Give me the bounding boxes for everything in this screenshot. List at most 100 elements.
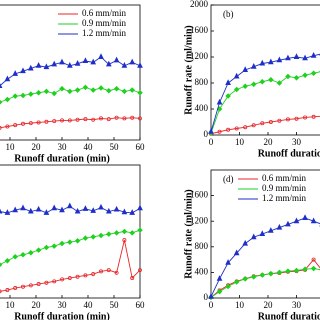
data-point bbox=[75, 274, 80, 279]
data-point bbox=[75, 117, 80, 122]
data-point bbox=[82, 57, 89, 64]
data-point bbox=[276, 269, 283, 276]
data-point bbox=[113, 85, 120, 92]
x-tick-label: 40 bbox=[84, 300, 94, 310]
data-point bbox=[0, 289, 2, 294]
data-point bbox=[121, 228, 128, 235]
data-point bbox=[28, 91, 34, 97]
data-point bbox=[293, 75, 300, 81]
legend-label: 0.9 mm/min bbox=[82, 18, 127, 28]
data-point bbox=[12, 206, 19, 213]
y-tick-label: 1200 bbox=[190, 215, 209, 225]
x-tick-label: 30 bbox=[292, 300, 302, 310]
x-tick-label: 10 bbox=[6, 300, 16, 310]
data-point bbox=[4, 96, 11, 103]
data-point bbox=[51, 90, 57, 97]
y-tick-label: 1200 bbox=[190, 51, 209, 61]
data-point bbox=[59, 58, 65, 65]
data-point bbox=[303, 115, 308, 120]
data-point bbox=[114, 115, 119, 120]
data-point bbox=[268, 270, 274, 277]
data-point bbox=[90, 87, 96, 93]
x-tick-label: 30 bbox=[58, 300, 68, 310]
data-point bbox=[35, 205, 42, 212]
data-point bbox=[51, 243, 57, 249]
data-point bbox=[12, 254, 18, 260]
data-point bbox=[293, 53, 300, 59]
data-point bbox=[268, 76, 274, 83]
data-point bbox=[285, 220, 291, 227]
data-point bbox=[28, 283, 33, 288]
series-line bbox=[210, 258, 320, 298]
x-tick-label: 60 bbox=[136, 300, 146, 310]
data-point bbox=[106, 231, 112, 237]
x-tick-label: 50 bbox=[110, 300, 120, 310]
data-point bbox=[35, 62, 42, 68]
data-point bbox=[91, 272, 96, 276]
data-point bbox=[28, 250, 34, 256]
data-point bbox=[51, 60, 58, 67]
data-point bbox=[302, 72, 308, 78]
data-point bbox=[12, 93, 18, 99]
y-tick-label: 0 bbox=[204, 129, 209, 139]
y-tick-label: 2000 bbox=[190, 0, 209, 9]
data-point bbox=[216, 288, 223, 295]
data-point bbox=[82, 235, 89, 241]
series-line bbox=[210, 71, 320, 134]
data-point bbox=[285, 268, 291, 274]
data-point bbox=[268, 227, 274, 233]
data-point bbox=[66, 202, 73, 209]
data-point bbox=[4, 209, 11, 215]
series-line bbox=[210, 53, 320, 132]
data-point bbox=[129, 230, 135, 236]
data-point bbox=[4, 75, 11, 82]
data-point bbox=[13, 123, 18, 128]
y-axis-label: Runoff rate (ml/min) bbox=[183, 25, 194, 114]
data-point bbox=[208, 293, 214, 299]
data-point bbox=[20, 204, 26, 211]
data-point bbox=[5, 288, 10, 292]
data-point bbox=[5, 124, 10, 129]
data-point bbox=[99, 269, 104, 274]
data-point bbox=[277, 118, 282, 123]
data-point bbox=[43, 244, 50, 251]
data-point bbox=[251, 123, 256, 128]
data-point bbox=[310, 70, 317, 77]
data-point bbox=[114, 270, 119, 275]
data-point bbox=[293, 267, 300, 274]
data-point bbox=[28, 121, 33, 126]
data-point bbox=[113, 230, 120, 236]
data-point bbox=[27, 207, 34, 214]
data-point bbox=[294, 116, 299, 121]
data-point bbox=[60, 118, 65, 123]
data-point bbox=[59, 206, 65, 213]
series-line bbox=[210, 268, 320, 298]
data-point bbox=[91, 117, 96, 122]
data-point bbox=[129, 58, 136, 65]
data-point bbox=[138, 268, 143, 272]
data-point bbox=[217, 129, 222, 134]
x-axis-label: Runoff duration (min) bbox=[258, 311, 320, 320]
data-point bbox=[311, 114, 316, 119]
data-point bbox=[113, 56, 120, 63]
data-point bbox=[276, 223, 283, 230]
data-point bbox=[225, 79, 231, 85]
data-point bbox=[21, 121, 26, 126]
data-point bbox=[225, 283, 231, 290]
data-point bbox=[259, 78, 266, 85]
data-point bbox=[233, 249, 240, 256]
data-point bbox=[121, 208, 128, 215]
x-tick-label: 20 bbox=[264, 300, 274, 310]
data-point bbox=[250, 81, 257, 88]
data-point bbox=[36, 282, 41, 286]
series-line bbox=[0, 240, 141, 292]
data-point bbox=[129, 209, 136, 215]
data-point bbox=[226, 127, 231, 132]
data-point bbox=[137, 89, 143, 96]
x-tick-label: 30 bbox=[58, 142, 68, 152]
data-point bbox=[130, 115, 135, 120]
data-point bbox=[35, 247, 42, 253]
data-point bbox=[242, 83, 248, 90]
data-point bbox=[310, 52, 317, 58]
data-point bbox=[129, 87, 135, 93]
